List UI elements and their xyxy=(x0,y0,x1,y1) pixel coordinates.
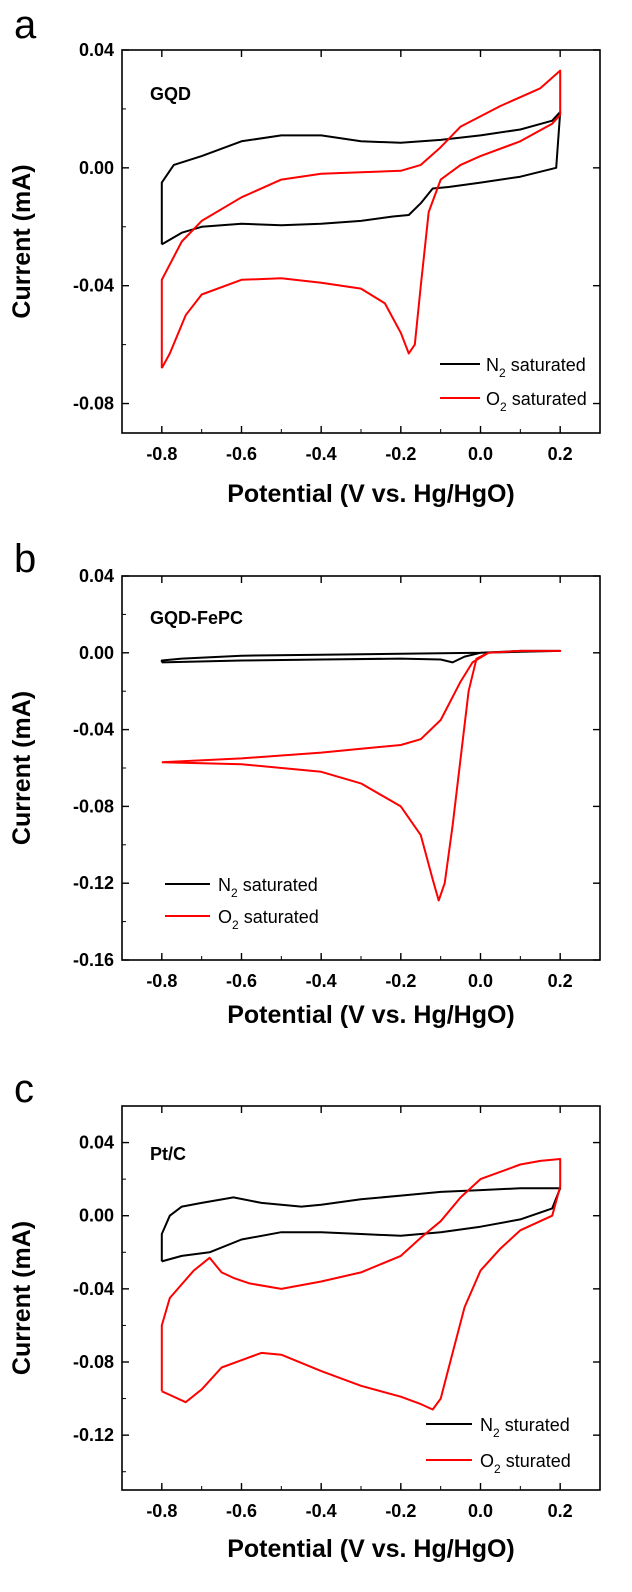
y-tick-label: -0.04 xyxy=(73,720,114,740)
x-tick-label: -0.6 xyxy=(226,971,257,991)
x-tick-label: -0.2 xyxy=(385,444,416,464)
chart-title: Pt/C xyxy=(150,1144,186,1164)
x-tick-label: 0.0 xyxy=(468,971,493,991)
y-tick-label: -0.08 xyxy=(73,796,114,816)
x-tick-label: -0.2 xyxy=(385,1501,416,1521)
x-tick-label: 0.0 xyxy=(468,444,493,464)
x-tick-label: -0.8 xyxy=(146,1501,177,1521)
series-line-o2 xyxy=(160,1158,562,1411)
chart-title: GQD xyxy=(150,84,191,104)
legend-label-n2: N2 saturated xyxy=(218,875,318,900)
y-tick-label: -0.04 xyxy=(73,1279,114,1299)
x-tick-label: -0.8 xyxy=(146,444,177,464)
y-axis-title: Current (mA) xyxy=(8,164,36,318)
y-axis-title: Current (mA) xyxy=(8,1221,36,1375)
x-tick-label: -0.4 xyxy=(306,444,337,464)
y-tick-label: -0.12 xyxy=(73,873,114,893)
y-tick-label: -0.12 xyxy=(73,1425,114,1445)
series-line-n2 xyxy=(160,110,562,246)
x-axis-title: Potential (V vs. Hg/HgO) xyxy=(227,480,515,508)
y-tick-label: 0.00 xyxy=(79,643,114,663)
y-tick-label: 0.00 xyxy=(79,1206,114,1226)
y-tick-label: 0.04 xyxy=(79,1133,114,1153)
chart-panel-b: b -0.8 -0.6 -0.4 -0.2 0.0 0.2 0.04 0.00 -0.04 -0.0… xyxy=(8,537,601,1029)
y-tick-label: 0.04 xyxy=(79,566,114,586)
x-tick-label: 0.0 xyxy=(468,1501,493,1521)
panel-letter: c xyxy=(14,1067,34,1111)
legend-label-n2: N2 saturated xyxy=(486,355,586,380)
x-tick-label: 0.2 xyxy=(548,971,573,991)
x-tick-label: -0.6 xyxy=(226,1501,257,1521)
y-tick-label: -0.08 xyxy=(73,1352,114,1372)
series-line-n2 xyxy=(160,1187,562,1263)
panel-letter: b xyxy=(14,537,36,581)
x-tick-label: -0.4 xyxy=(306,1501,337,1521)
x-axis-title: Potential (V vs. Hg/HgO) xyxy=(227,1535,515,1563)
plot-frame xyxy=(121,49,601,434)
plot-frame xyxy=(121,575,601,961)
legend-label-o2: O2 sturated xyxy=(480,1451,571,1476)
x-tick-label: 0.2 xyxy=(548,444,573,464)
y-tick-label: 0.00 xyxy=(79,158,114,178)
x-tick-label: -0.8 xyxy=(146,971,177,991)
chart-panel-a: a -0.8 -0.6 -0.4 -0.2 0.0 0.2 0.04 0.00 -0.04 -0.0… xyxy=(8,3,601,508)
series-line-o2 xyxy=(161,649,562,902)
legend-label-n2: N2 sturated xyxy=(480,1415,570,1440)
series-line-o2 xyxy=(160,69,562,369)
y-tick-label: -0.16 xyxy=(73,950,114,970)
chart-title: GQD-FePC xyxy=(150,608,243,628)
y-tick-label: 0.04 xyxy=(79,40,114,60)
x-tick-label: -0.2 xyxy=(385,971,416,991)
legend-label-o2: O2 saturated xyxy=(218,907,319,932)
x-tick-label: -0.4 xyxy=(306,971,337,991)
y-tick-label: -0.04 xyxy=(73,276,114,296)
panel-letter: a xyxy=(14,3,37,47)
x-tick-label: -0.6 xyxy=(226,444,257,464)
y-tick-label: -0.08 xyxy=(73,394,114,414)
legend-label-o2: O2 saturated xyxy=(486,389,587,414)
chart-panel-c: c -0.8 -0.6 -0.4 -0.2 0.0 0.2 0.04 0.00 -0.04 -0.0… xyxy=(8,1067,601,1563)
x-axis-title: Potential (V vs. Hg/HgO) xyxy=(227,1001,515,1029)
x-tick-label: 0.2 xyxy=(548,1501,573,1521)
y-axis-title: Current (mA) xyxy=(8,691,36,845)
